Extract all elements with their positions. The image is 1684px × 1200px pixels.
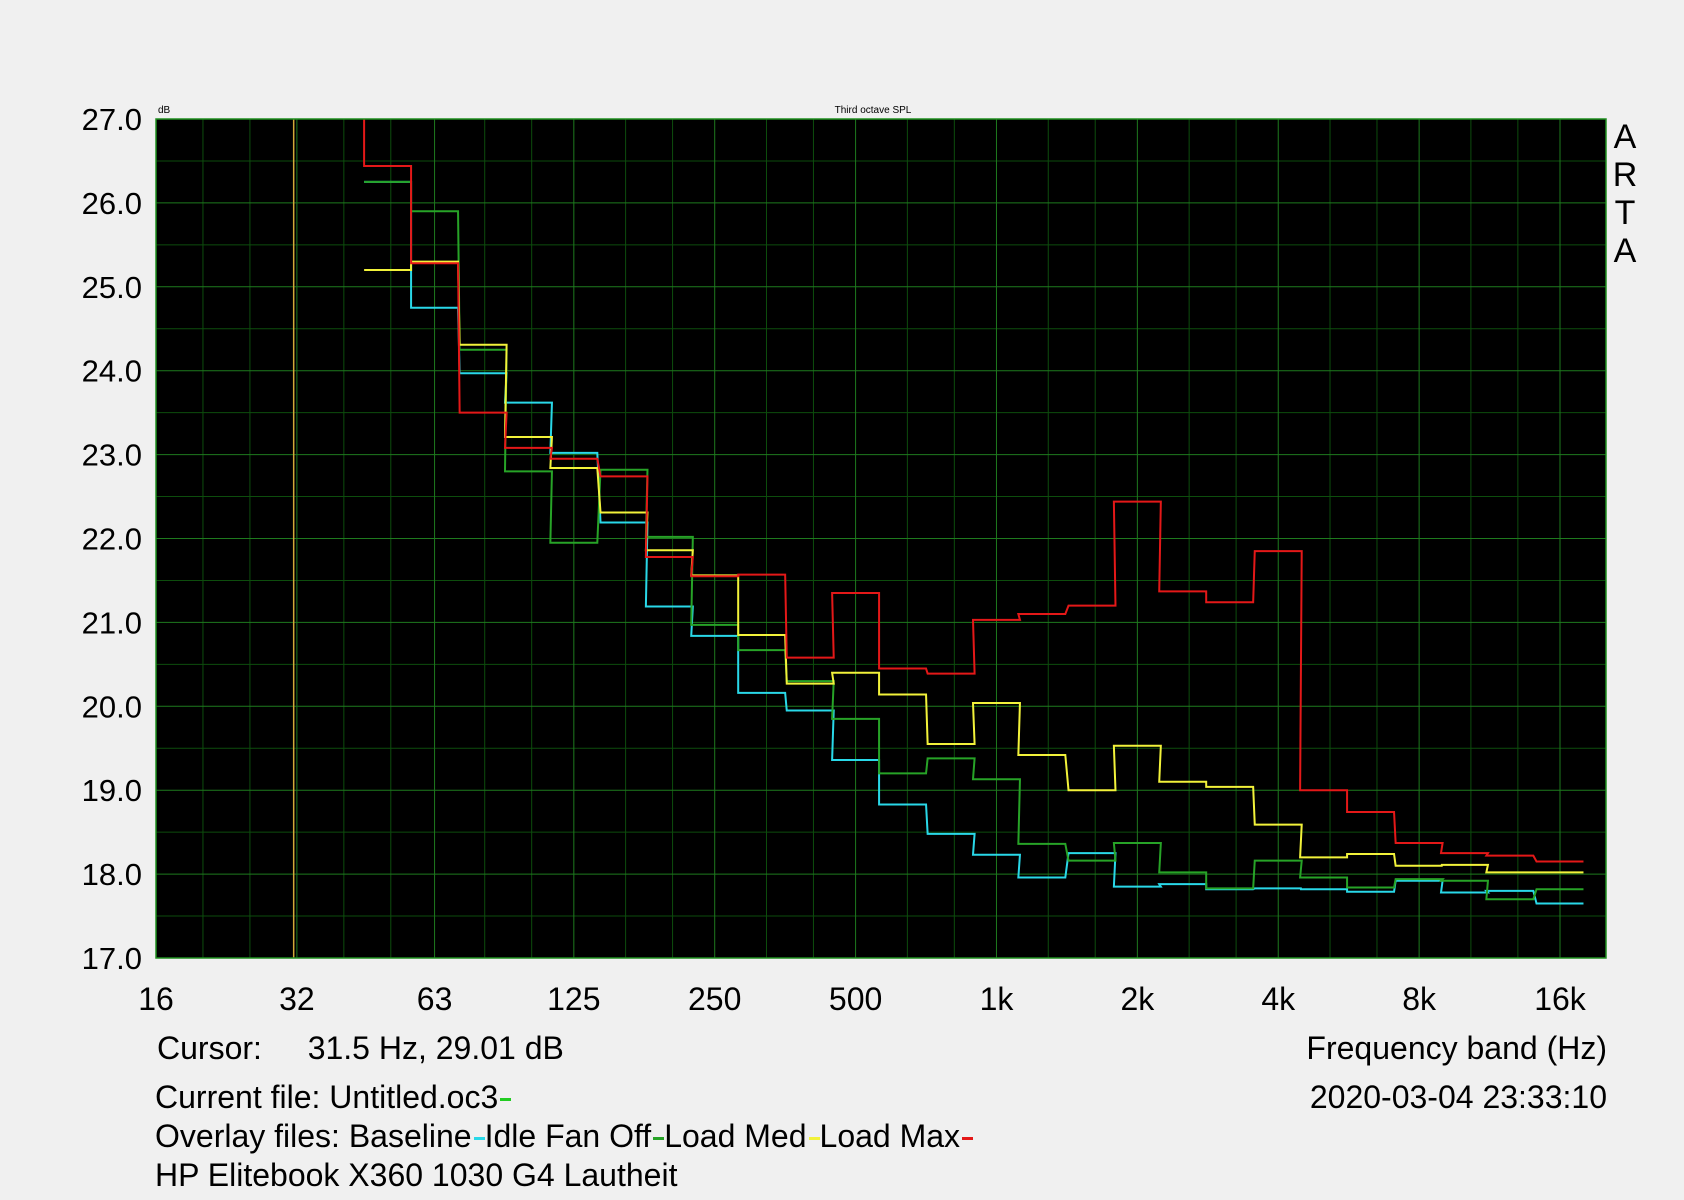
y-tick-label: 18.0 <box>82 857 142 892</box>
overlay-color-marker <box>962 1137 974 1141</box>
series-line <box>364 180 1584 901</box>
arta-logo: A R T A <box>1610 118 1640 270</box>
logo-letter: R <box>1612 156 1638 194</box>
overlay-files: Overlay files: Baseline Idle Fan Off Load … <box>155 1117 974 1155</box>
measurement-description: HP Elitebook X360 1030 G4 Lautheit <box>155 1157 678 1193</box>
y-axis-ticks: 17.0 18.0 19.0 20.0 21.0 22.0 23.0 24.0 25.0 26.0… <box>82 102 142 976</box>
x-axis-ticks: 16 32 63 125 250 500 1k 2k 4k 8k 16k <box>138 981 1587 1017</box>
y-tick-label: 20.0 <box>82 689 142 724</box>
x-tick-label: 16k <box>1534 981 1587 1017</box>
timestamp: 2020-03-04 23:33:10 <box>1309 1079 1607 1115</box>
x-tick-label: 4k <box>1261 981 1296 1017</box>
plot-frame <box>155 118 1607 959</box>
overlay-entry: Load Med <box>664 1118 820 1154</box>
y-axis-unit: dB <box>158 105 171 116</box>
overlay-name: Load Med <box>664 1118 807 1154</box>
series-line <box>364 180 1584 905</box>
series-line <box>364 260 1584 874</box>
overlay-name: Load Max <box>819 1118 961 1154</box>
y-tick-label: 27.0 <box>82 102 142 137</box>
x-tick-label: 8k <box>1402 981 1437 1017</box>
overlay-color-marker <box>653 1137 665 1141</box>
x-tick-label: 125 <box>547 981 600 1017</box>
y-tick-label: 17.0 <box>82 941 142 976</box>
y-tick-label: 23.0 <box>82 438 142 473</box>
logo-letter: A <box>1613 232 1637 270</box>
overlay-color-marker <box>808 1137 820 1141</box>
x-tick-label: 16 <box>138 981 174 1017</box>
series-layer <box>363 119 1584 905</box>
x-tick-label: 250 <box>688 981 741 1017</box>
x-tick-label: 2k <box>1120 981 1155 1017</box>
current-file: Current file: Untitled.oc3 <box>155 1078 512 1116</box>
overlay-list: Baseline Idle Fan Off Load Med Load Max <box>349 1118 974 1154</box>
y-tick-label: 25.0 <box>82 270 142 305</box>
chart-title: Third octave SPL <box>835 105 912 116</box>
overlay-entry: Load Max <box>820 1118 974 1154</box>
overlay-entry: Idle Fan Off <box>485 1118 665 1154</box>
x-tick-label: 500 <box>829 981 882 1017</box>
logo-letter: A <box>1613 118 1637 156</box>
series-line <box>363 119 1584 863</box>
y-tick-label: 26.0 <box>82 186 142 221</box>
x-tick-label: 32 <box>279 981 315 1017</box>
y-tick-label: 21.0 <box>82 605 142 640</box>
cursor-value: 31.5 Hz, 29.01 dB <box>307 1030 564 1066</box>
x-tick-label: 63 <box>417 981 453 1017</box>
cursor-readout: Cursor: 31.5 Hz, 29.01 dB <box>157 1029 564 1067</box>
x-tick-label: 1k <box>980 981 1015 1017</box>
y-tick-label: 24.0 <box>82 354 142 389</box>
y-tick-label: 19.0 <box>82 773 142 808</box>
overlay-color-marker <box>473 1137 485 1141</box>
overlay-name: Idle Fan Off <box>484 1118 652 1154</box>
current-file-label: Current file: Untitled.oc3 <box>155 1079 499 1115</box>
current-file-marker <box>500 1098 512 1102</box>
x-axis-label: Frequency band (Hz) <box>1306 1030 1607 1066</box>
overlay-entry: Baseline <box>349 1118 485 1154</box>
logo-letter: T <box>1614 194 1636 232</box>
y-tick-label: 22.0 <box>82 522 142 557</box>
overlay-name: Baseline <box>348 1118 472 1154</box>
overlay-label: Overlay files: <box>155 1118 340 1154</box>
cursor-label: Cursor: <box>157 1030 262 1066</box>
